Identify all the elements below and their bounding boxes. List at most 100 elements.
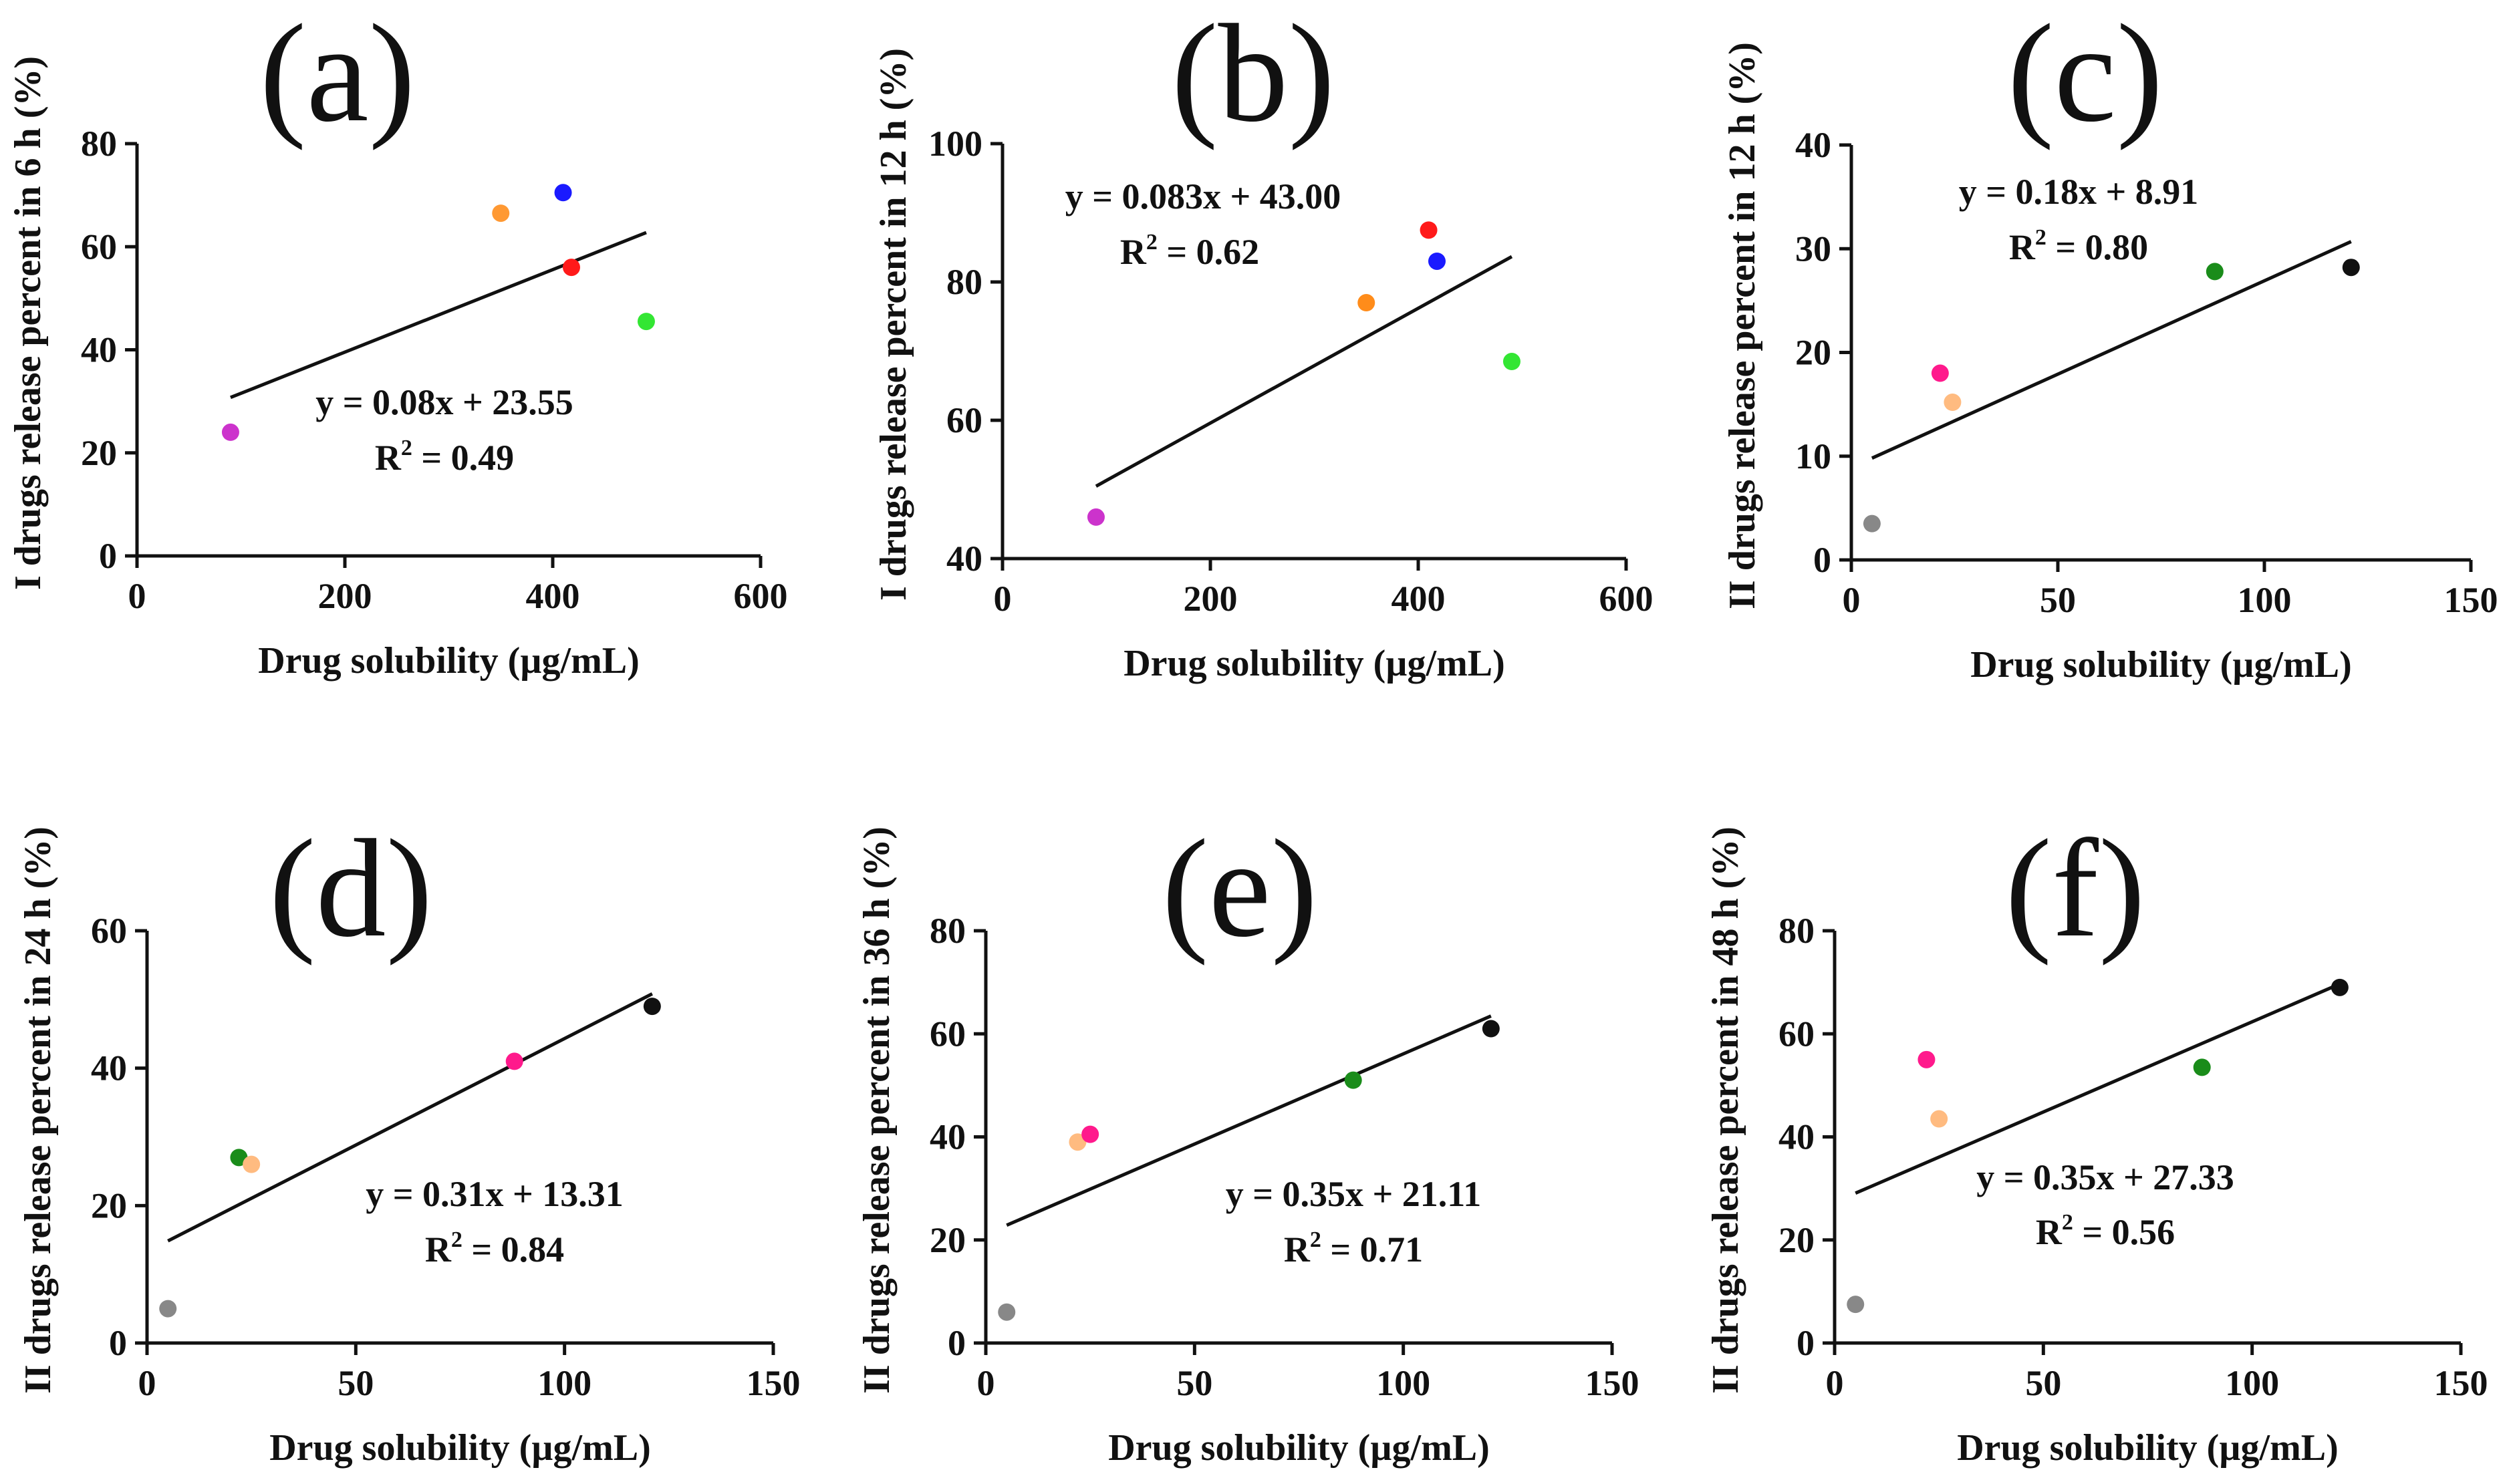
y-tick-label: 30 bbox=[1795, 229, 1831, 269]
data-point bbox=[1502, 353, 1520, 371]
y-tick-label: 0 bbox=[99, 536, 117, 576]
regression-line bbox=[1095, 255, 1513, 488]
y-tick-label: 10 bbox=[1795, 436, 1831, 476]
x-tick-label: 200 bbox=[1184, 579, 1238, 619]
y-tick-label: 20 bbox=[1795, 333, 1831, 373]
r-squared-value: = 0.84 bbox=[462, 1229, 564, 1270]
regression-equation: y = 0.18x + 8.91 bbox=[1959, 172, 2199, 212]
x-tick-label: 100 bbox=[2238, 580, 2292, 620]
panel-label: (b) bbox=[1172, 0, 1335, 151]
y-tick-label: 40 bbox=[930, 1117, 966, 1157]
data-point bbox=[637, 313, 655, 331]
y-tick-label: 80 bbox=[1778, 911, 1815, 951]
regression-line bbox=[1006, 1014, 1492, 1227]
chart-panel: 0 200 400 600 0 20 40 60 80 Drug solubility (µg/m… bbox=[7, 0, 788, 682]
r-squared-exponent: 2 bbox=[2035, 225, 2046, 250]
chart-panel: 0 50 100 150 0 20 40 60 Drug solubility (µg/mL) I… bbox=[17, 811, 801, 1469]
data-point bbox=[1344, 1071, 1362, 1089]
data-point bbox=[505, 1052, 523, 1070]
data-point bbox=[643, 998, 661, 1016]
y-tick-label: 60 bbox=[91, 911, 127, 951]
x-tick-label: 50 bbox=[1176, 1363, 1212, 1403]
y-tick-label: 20 bbox=[1778, 1220, 1815, 1260]
regression-equation: y = 0.08x + 23.55 bbox=[315, 382, 573, 422]
x-tick-label: 150 bbox=[2434, 1363, 2488, 1403]
r-squared-label: R2 = 0.62 bbox=[1120, 230, 1259, 272]
data-point bbox=[1917, 1050, 1936, 1068]
panel-label: (e) bbox=[1162, 811, 1317, 966]
chart-panel: 0 50 100 150 0 10 20 30 40 Drug solubility (µg/mL… bbox=[1722, 0, 2498, 686]
x-tick-label: 150 bbox=[747, 1363, 801, 1403]
y-tick-label: 0 bbox=[1813, 540, 1831, 580]
y-tick-label: 40 bbox=[81, 330, 117, 370]
data-point bbox=[221, 423, 239, 441]
x-tick-label: 100 bbox=[2225, 1363, 2279, 1403]
y-tick-label: 60 bbox=[1778, 1014, 1815, 1054]
x-tick-label: 200 bbox=[318, 576, 372, 616]
y-tick-label: 80 bbox=[81, 124, 117, 164]
x-axis-title: Drug solubility (µg/mL) bbox=[1123, 643, 1505, 684]
x-tick-label: 0 bbox=[977, 1363, 995, 1403]
y-tick-label: 0 bbox=[109, 1323, 127, 1363]
r-squared-exponent: 2 bbox=[451, 1227, 462, 1252]
r-squared-label: R2 = 0.84 bbox=[425, 1227, 564, 1270]
data-point bbox=[243, 1155, 261, 1173]
y-tick-label: 0 bbox=[948, 1323, 966, 1363]
y-axis-title: II drugs release percent in 12 h (%) bbox=[1722, 42, 1763, 609]
r-squared-value: = 0.49 bbox=[412, 438, 514, 478]
y-axis-title: II drugs release percent in 36 h (%) bbox=[856, 827, 898, 1394]
x-tick-label: 600 bbox=[1599, 579, 1653, 619]
regression-line bbox=[1871, 240, 2352, 460]
r-squared-value: = 0.56 bbox=[2073, 1212, 2175, 1252]
y-axis-title: I drugs release percent in 12 h (%) bbox=[873, 48, 914, 601]
chart-panel: 0 50 100 150 0 20 40 60 80 Drug solubility (µg/mL… bbox=[1705, 811, 2488, 1469]
r-squared-exponent: 2 bbox=[1310, 1227, 1321, 1252]
x-tick-label: 100 bbox=[537, 1363, 591, 1403]
data-point bbox=[1357, 294, 1375, 312]
y-tick-label: 80 bbox=[930, 911, 966, 951]
chart-panel: 0 200 400 600 40 60 80 100 Drug solubility (µg/m… bbox=[873, 0, 1653, 684]
x-tick-label: 0 bbox=[1826, 1363, 1844, 1403]
data-point bbox=[554, 184, 572, 202]
x-tick-label: 100 bbox=[1376, 1363, 1430, 1403]
r-squared-label: R2 = 0.49 bbox=[375, 436, 514, 478]
data-point bbox=[1863, 514, 1881, 533]
x-tick-label: 150 bbox=[2444, 580, 2498, 620]
x-tick-label: 50 bbox=[2025, 1363, 2061, 1403]
x-tick-label: 600 bbox=[734, 576, 788, 616]
x-tick-label: 400 bbox=[526, 576, 580, 616]
data-point bbox=[1420, 221, 1438, 239]
r-squared-exponent: 2 bbox=[401, 436, 412, 460]
y-tick-label: 40 bbox=[1778, 1117, 1815, 1157]
y-tick-label: 20 bbox=[81, 433, 117, 473]
r-squared-label: R2 = 0.80 bbox=[2009, 225, 2148, 267]
regression-equation: y = 0.083x + 43.00 bbox=[1065, 176, 1341, 216]
data-point bbox=[2193, 1058, 2211, 1076]
r-squared-value: = 0.80 bbox=[2046, 227, 2148, 267]
y-tick-label: 80 bbox=[946, 262, 982, 302]
data-point bbox=[998, 1303, 1016, 1321]
data-point bbox=[1944, 394, 1962, 412]
r-squared-label: R2 = 0.56 bbox=[2036, 1210, 2175, 1252]
r-squared-value: = 0.62 bbox=[1158, 232, 1259, 272]
y-tick-label: 40 bbox=[946, 539, 982, 579]
y-tick-label: 20 bbox=[930, 1220, 966, 1260]
x-tick-label: 0 bbox=[138, 1363, 156, 1403]
data-point bbox=[1428, 252, 1446, 270]
x-axis-title: Drug solubility (µg/mL) bbox=[258, 640, 640, 682]
r-squared-symbol: R bbox=[1284, 1229, 1311, 1270]
r-squared-symbol: R bbox=[1120, 232, 1147, 272]
y-tick-label: 100 bbox=[928, 124, 982, 164]
x-tick-label: 0 bbox=[994, 579, 1012, 619]
x-axis-title: Drug solubility (µg/mL) bbox=[269, 1427, 651, 1469]
r-squared-value: = 0.71 bbox=[1321, 1229, 1423, 1270]
y-tick-label: 60 bbox=[81, 227, 117, 267]
y-tick-label: 20 bbox=[91, 1185, 127, 1225]
regression-equation: y = 0.35x + 27.33 bbox=[1976, 1157, 2234, 1197]
panel-label: (d) bbox=[269, 811, 433, 966]
r-squared-exponent: 2 bbox=[1146, 230, 1158, 255]
x-tick-label: 150 bbox=[1585, 1363, 1639, 1403]
r-squared-symbol: R bbox=[2009, 227, 2036, 267]
y-tick-label: 60 bbox=[946, 400, 982, 440]
